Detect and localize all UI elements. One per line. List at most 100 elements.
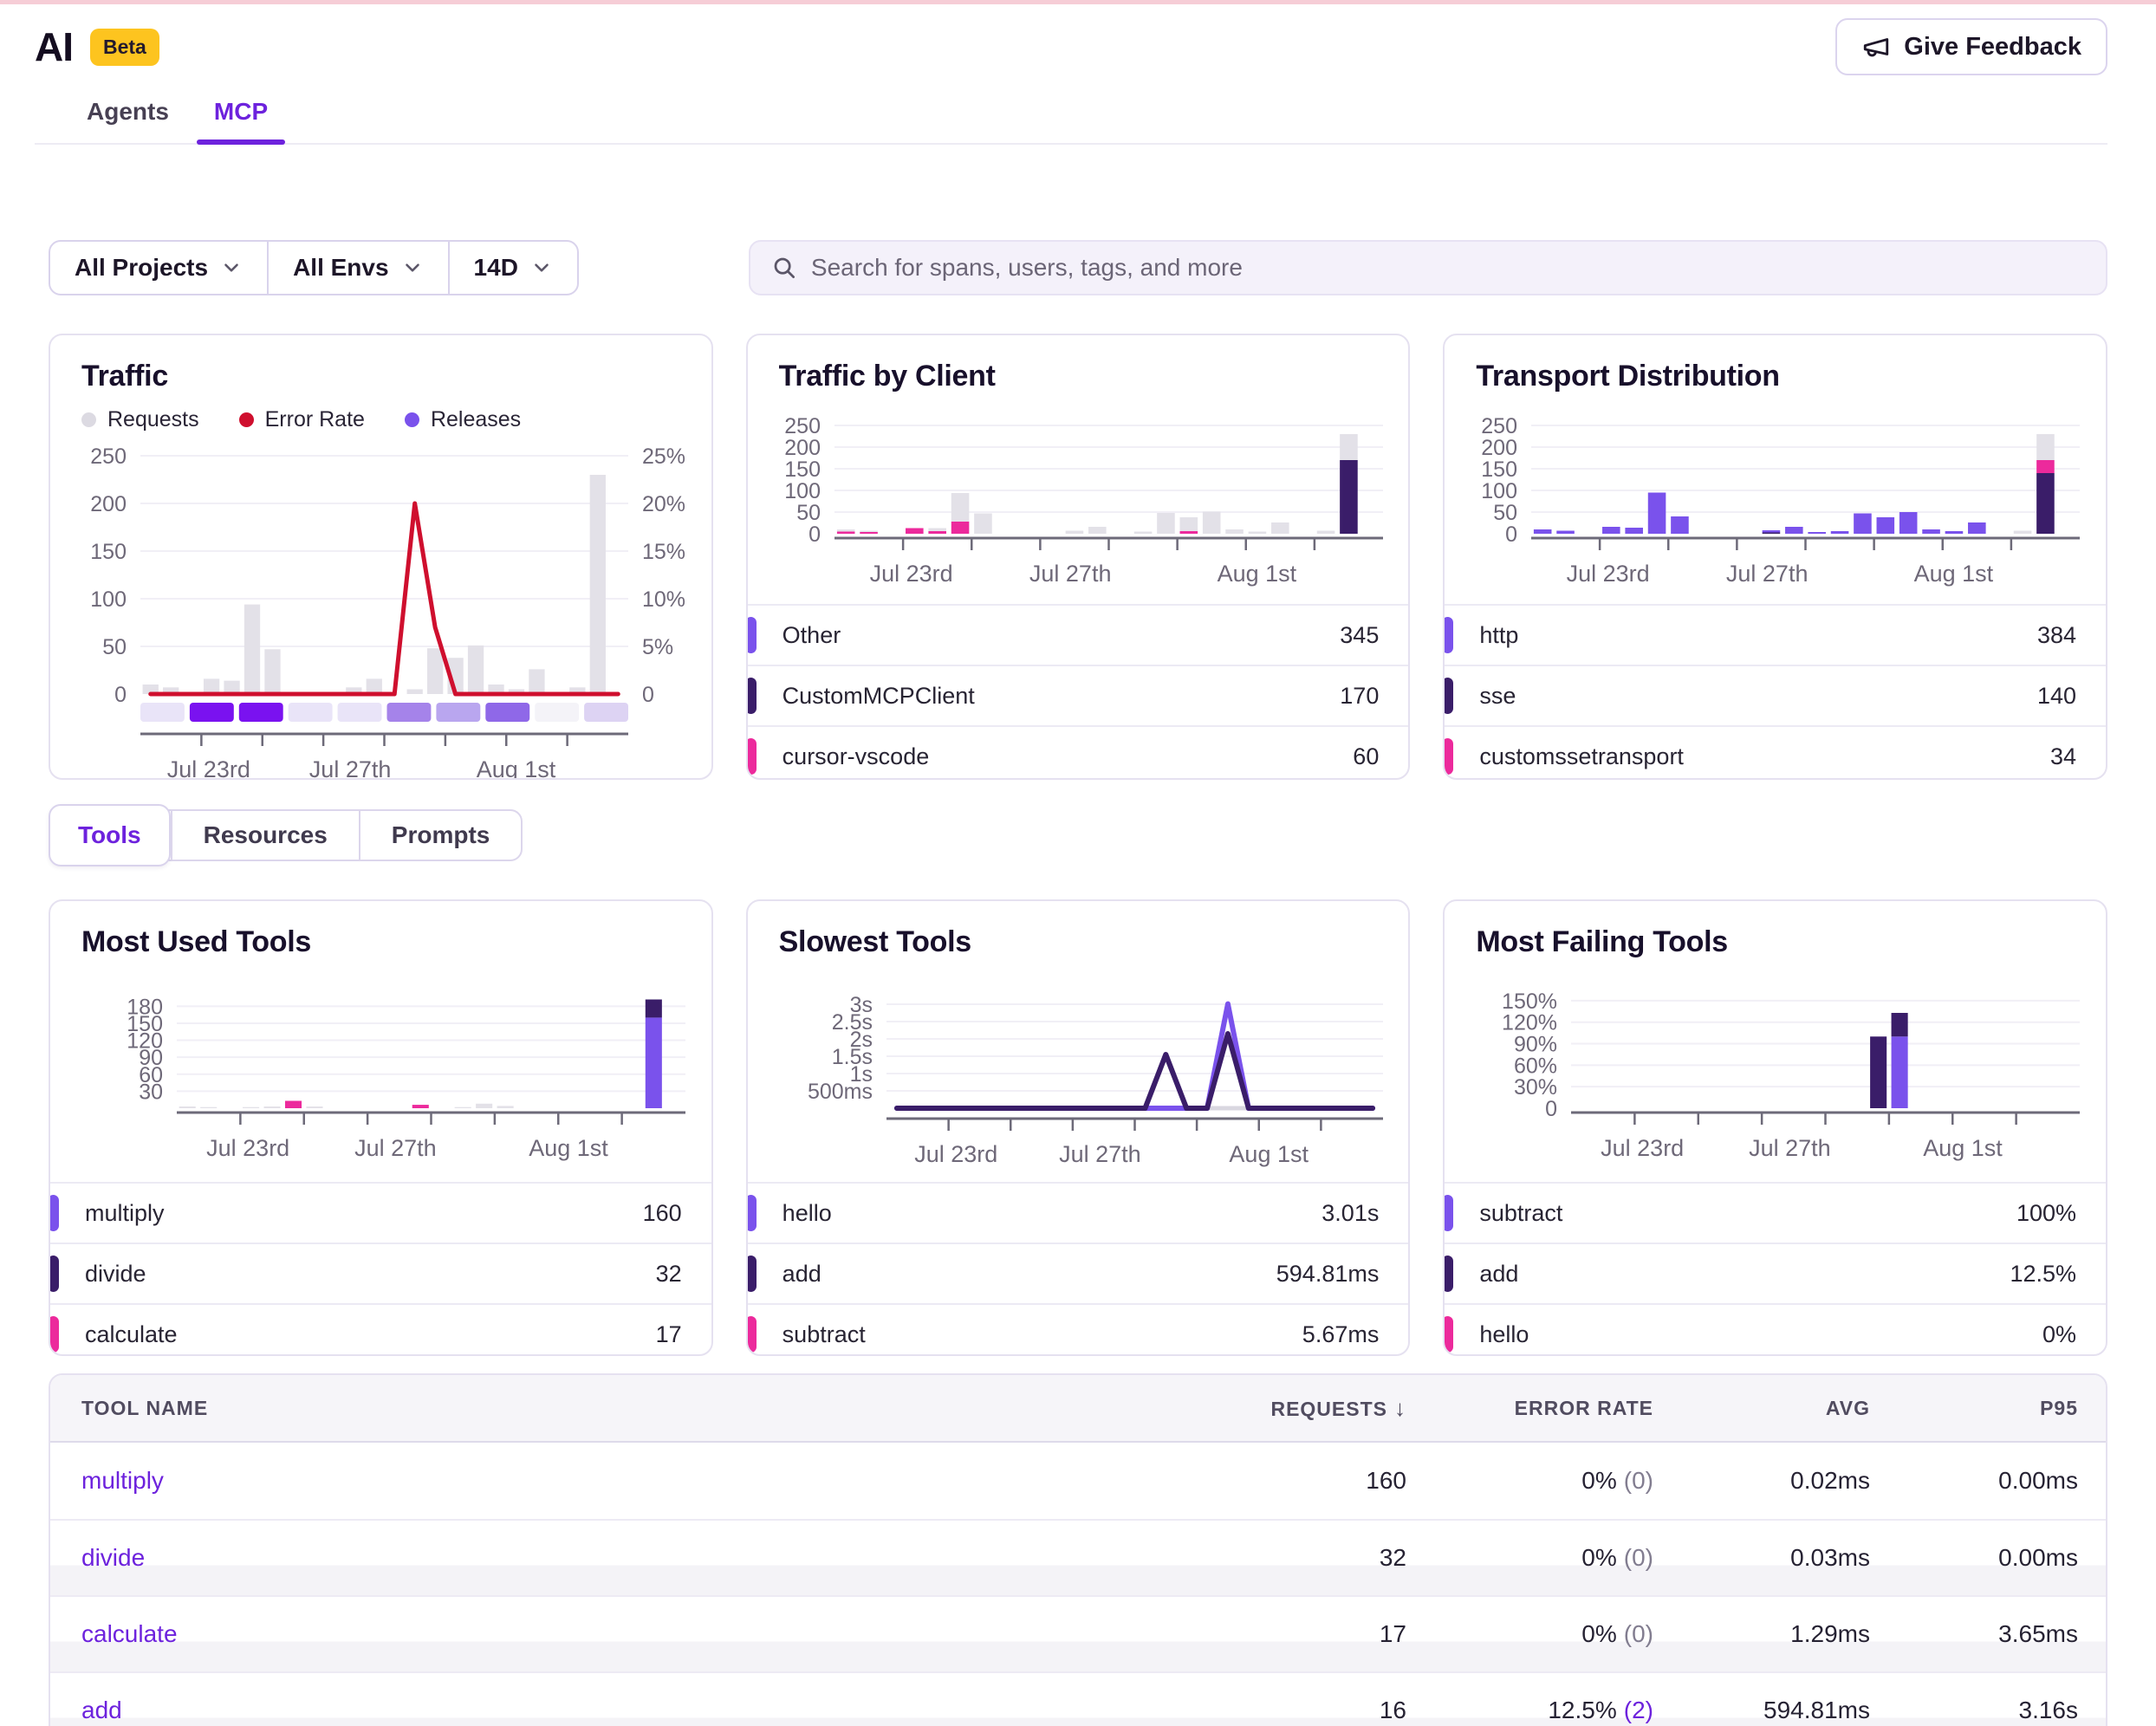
- tool-link[interactable]: calculate: [81, 1620, 178, 1647]
- most-used-tools-chart: 306090120150180Jul 23rdJul 27thAug 1st: [50, 982, 711, 1182]
- stat-row[interactable]: sse140: [1445, 665, 2106, 725]
- most-failing-tools-card: Most Failing Tools 030%60%90%120%150%Jul…: [1443, 899, 2107, 1356]
- svg-text:Jul 23rd: Jul 23rd: [869, 561, 952, 587]
- tab-prompts[interactable]: Prompts: [359, 811, 522, 860]
- project-filter[interactable]: All Projects: [50, 242, 267, 294]
- traffic-by-client-title: Traffic by Client: [779, 360, 1409, 393]
- tab-tools[interactable]: Tools: [49, 804, 171, 866]
- stat-row[interactable]: add594.81ms: [748, 1243, 1409, 1303]
- series-color-chip: [746, 1316, 757, 1353]
- legend-dot-icon: [81, 412, 96, 427]
- stat-label: Other: [783, 622, 841, 649]
- svg-text:60%: 60%: [1514, 1054, 1557, 1078]
- stat-row[interactable]: subtract100%: [1445, 1182, 2106, 1243]
- error-rate-value: 12.5%(2): [1406, 1697, 1653, 1724]
- stat-label: add: [1479, 1261, 1518, 1288]
- stat-row[interactable]: hello 0%: [1445, 1303, 2106, 1356]
- transport-plot: 050100150200250Jul 23rdJul 27thAug 1st: [1445, 412, 2106, 600]
- svg-text:30%: 30%: [1514, 1075, 1557, 1100]
- legend-label: Releases: [431, 407, 521, 432]
- tool-link[interactable]: add: [81, 1697, 122, 1723]
- requests-value: 17: [1146, 1620, 1406, 1648]
- avg-value: 594.81ms: [1653, 1697, 1870, 1724]
- stat-row[interactable]: cursor-vscode60: [748, 725, 1409, 780]
- svg-text:Jul 27th: Jul 27th: [1726, 561, 1809, 587]
- series-color-chip: [1443, 1195, 1453, 1231]
- requests-value: 160: [1146, 1467, 1406, 1495]
- svg-text:Jul 23rd: Jul 23rd: [1601, 1135, 1684, 1161]
- svg-text:200: 200: [90, 492, 127, 516]
- beta-badge: Beta: [90, 29, 159, 66]
- slowest-tools-list: hello3.01sadd594.81mssubtract5.67ms: [748, 1182, 1409, 1356]
- svg-text:50: 50: [102, 635, 127, 659]
- col-requests[interactable]: REQUESTS↓: [1146, 1395, 1406, 1422]
- stat-row[interactable]: hello3.01s: [748, 1182, 1409, 1243]
- stat-value: 160: [643, 1200, 682, 1227]
- tab-resources[interactable]: Resources: [171, 811, 359, 860]
- stat-value: 170: [1340, 683, 1379, 710]
- svg-text:25%: 25%: [642, 444, 685, 469]
- tab-agents[interactable]: Agents: [85, 86, 171, 143]
- stat-value: 5.67ms: [1302, 1321, 1380, 1348]
- stat-row[interactable]: Other345: [748, 604, 1409, 665]
- series-color-chip: [49, 1316, 59, 1353]
- table-row: divide320%(0)0.03ms0.00ms: [50, 1519, 2106, 1595]
- traffic-chart: 05010015020025005%10%15%20%25%Jul 23rdJu…: [50, 434, 711, 780]
- legend-item[interactable]: Requests: [81, 407, 199, 432]
- stat-row[interactable]: calculate17: [50, 1303, 711, 1356]
- traffic-card: Traffic RequestsError RateReleases 05010…: [49, 334, 713, 780]
- svg-text:250: 250: [784, 414, 821, 438]
- stat-label: hello: [1479, 1321, 1529, 1348]
- give-feedback-button[interactable]: Give Feedback: [1835, 18, 2107, 75]
- date-range-filter[interactable]: 14D: [448, 242, 577, 294]
- environment-filter[interactable]: All Envs: [267, 242, 447, 294]
- stat-row[interactable]: divide32: [50, 1243, 711, 1303]
- svg-text:3s: 3s: [849, 993, 872, 1017]
- slowest-tools-card: Slowest Tools 500ms1s1.5s2s2.5s3sJul 23r…: [746, 899, 1411, 1356]
- series-color-chip: [1443, 678, 1453, 714]
- col-p95[interactable]: P95: [1870, 1397, 2106, 1420]
- stat-row[interactable]: CustomMCPClient 170: [748, 665, 1409, 725]
- stat-row[interactable]: multiply 160: [50, 1182, 711, 1243]
- tool-link[interactable]: divide: [81, 1544, 145, 1571]
- stat-value: 0%: [2042, 1321, 2076, 1348]
- svg-text:0: 0: [808, 522, 821, 547]
- p95-value: 3.65ms: [1870, 1620, 2106, 1648]
- stat-row[interactable]: subtract5.67ms: [748, 1303, 1409, 1356]
- most-failing-tools-chart: 030%60%90%120%150%Jul 23rdJul 27thAug 1s…: [1445, 982, 2106, 1182]
- traffic-plot: 05010015020025005%10%15%20%25%Jul 23rdJu…: [50, 434, 711, 780]
- tab-mcp[interactable]: MCP: [212, 86, 270, 143]
- p95-value: 0.00ms: [1870, 1544, 2106, 1572]
- failing-plot: 030%60%90%120%150%Jul 23rdJul 27thAug 1s…: [1445, 982, 2106, 1178]
- svg-text:Aug 1st: Aug 1st: [1229, 1141, 1309, 1167]
- avg-value: 0.02ms: [1653, 1467, 1870, 1495]
- svg-text:Aug 1st: Aug 1st: [1914, 561, 1994, 587]
- stat-value: 384: [2037, 622, 2076, 649]
- legend-item[interactable]: Releases: [405, 407, 521, 432]
- svg-text:250: 250: [1482, 414, 1518, 438]
- stat-row[interactable]: customssetransport34: [1445, 725, 2106, 780]
- stat-label: CustomMCPClient: [783, 683, 975, 710]
- stat-row[interactable]: add12.5%: [1445, 1243, 2106, 1303]
- series-color-chip: [746, 1195, 757, 1231]
- series-color-chip: [49, 1195, 59, 1231]
- svg-text:90%: 90%: [1514, 1033, 1557, 1057]
- entity-tabs: Tools Resources Prompts: [49, 809, 523, 861]
- tool-link[interactable]: multiply: [81, 1467, 164, 1494]
- most-failing-tools-title: Most Failing Tools: [1476, 925, 2106, 959]
- svg-text:15%: 15%: [642, 540, 685, 564]
- series-color-chip: [746, 738, 757, 775]
- col-avg[interactable]: AVG: [1653, 1397, 1870, 1420]
- give-feedback-label: Give Feedback: [1904, 33, 2081, 62]
- col-tool-name[interactable]: TOOL NAME: [50, 1397, 1146, 1420]
- svg-text:150: 150: [784, 457, 821, 482]
- col-error-rate[interactable]: ERROR RATE: [1406, 1397, 1653, 1420]
- legend-item[interactable]: Error Rate: [239, 407, 365, 432]
- stat-label: multiply: [85, 1200, 165, 1227]
- table-body: multiply1600%(0)0.02ms0.00msdivide320%(0…: [50, 1443, 2106, 1726]
- legend-dot-icon: [239, 412, 254, 427]
- svg-text:Jul 23rd: Jul 23rd: [914, 1141, 997, 1167]
- svg-text:Jul 27th: Jul 27th: [1749, 1135, 1831, 1161]
- search-input[interactable]: [811, 254, 2085, 282]
- stat-row[interactable]: http384: [1445, 604, 2106, 665]
